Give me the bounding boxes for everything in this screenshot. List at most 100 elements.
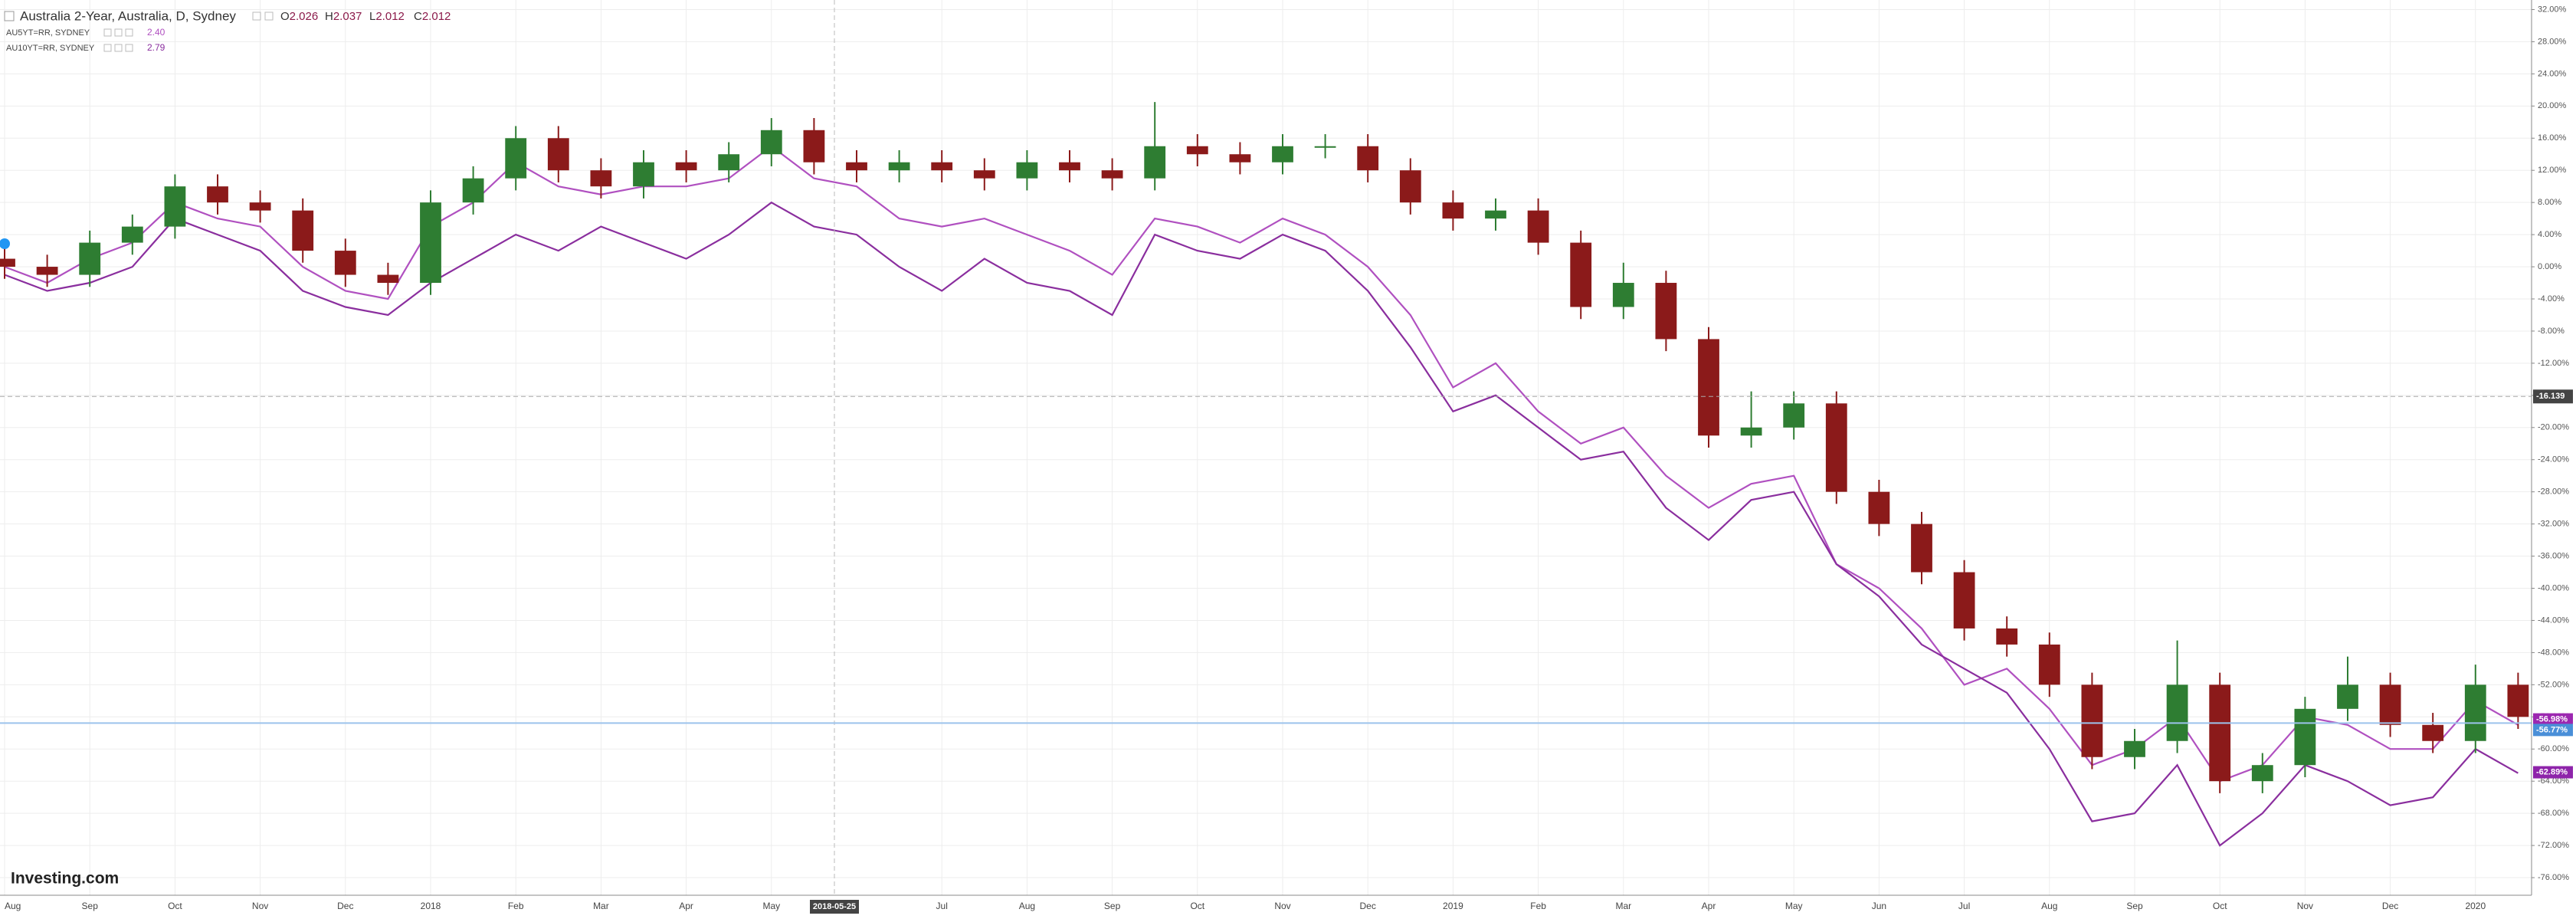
candle-body [2081,684,2103,757]
y-tick-label: -72.00% [2538,841,2569,850]
watermark: Investing.com [11,870,119,888]
legend-icon [125,28,133,37]
candle-body [2464,684,2486,741]
candle-body [1911,524,1932,573]
candle-body [675,162,697,171]
ohlc-legend: O2.026 H2.037 L2.012 C2.012 [280,10,451,23]
legend-icon [103,44,112,52]
x-tick-label: Sep [1104,901,1121,911]
price-label-box [2533,724,2573,737]
candle-body [1825,403,1847,492]
y-tick-label: 24.00% [2538,69,2567,78]
candle-body [931,162,953,171]
y-tick-label: 16.00% [2538,133,2567,143]
candle-body [420,202,441,284]
x-tick-label: Nov [1274,901,1290,911]
price-label: -56.98% [2536,714,2568,724]
crosshair-date-box [810,900,859,914]
price-label: -56.77% [2536,725,2568,734]
series-legend: AU5YT=RR, SYDNEY 2.40 AU10YT=RR, SYDNEY 2.7… [6,27,166,53]
x-tick-label: Jul [1958,901,1970,911]
x-tick-label: Dec [1360,901,1376,911]
candle-body [1527,210,1549,243]
series-value: 2.79 [147,42,166,53]
candle-body [207,186,228,203]
series-name: AU5YT=RR, SYDNEY [6,28,90,38]
candle-body [1655,283,1677,340]
line-series [4,201,2519,847]
candle-body [973,170,995,179]
y-tick-label: 20.00% [2538,101,2567,110]
x-tick-label: Dec [337,901,353,911]
legend-icon [103,28,112,37]
ohlc-value: 2.012 [375,10,405,23]
candle-body [1996,628,2018,645]
candle-body [1399,170,1421,203]
candle-body [1186,146,1208,155]
candle-body [1570,242,1592,307]
candle-body [2422,724,2444,741]
series-name: AU10YT=RR, SYDNEY [6,44,95,53]
candle-body [2251,765,2273,782]
ohlc-item: C2.012 [414,10,451,23]
y-tick-label: -36.00% [2538,551,2569,560]
x-tick-label: 2020 [2465,901,2486,911]
candle-body [1272,146,1293,162]
legend-icon [4,11,15,21]
candle-body [1442,202,1464,219]
y-tick-label: -64.00% [2538,776,2569,786]
candle-body [2209,684,2231,782]
series-value: 2.40 [147,27,166,38]
x-tick-label: Oct [168,901,182,911]
y-tick-label: -12.00% [2538,359,2569,368]
legend-icon [264,11,274,21]
x-tick-label: Apr [679,901,693,911]
candle-body [2124,740,2145,757]
legend-icon [114,44,123,52]
candle-body [1314,146,1336,148]
x-tick-label: Mar [1615,901,1631,911]
price-label: -62.89% [2536,767,2568,776]
ohlc-value: 2.026 [290,10,319,23]
candle-body [2038,644,2060,685]
crosshair-date: 2018-05-25 [813,902,856,911]
ohlc-item: O2.026 [280,10,318,23]
legend-title: Australia 2-Year, Australia, D, Sydney [20,8,236,23]
x-tick-label: Feb [508,901,524,911]
candle-body [1101,170,1123,179]
candle-body [1485,210,1506,219]
candle-body [718,154,740,171]
candle-body [760,130,782,155]
candle-body [462,178,484,203]
x-tick-label: Aug [1019,901,1035,911]
y-tick-label: 28.00% [2538,37,2567,46]
candle-body [846,162,867,171]
x-tick-label: Oct [2213,901,2227,911]
ohlc-item: H2.037 [325,10,362,23]
y-tick-label: 0.00% [2538,262,2561,271]
candle-body [505,138,527,179]
candle-body [1059,162,1080,171]
ohlc-label: L [369,10,375,23]
x-tick-label: 2018 [421,901,441,911]
ohlc-value: 2.037 [333,10,362,23]
candle-body [1783,403,1805,428]
ohlc-label: C [414,10,422,23]
candle-body [1740,427,1762,436]
candle-body [0,258,15,267]
candle-body [888,162,910,171]
y-tick-label: -60.00% [2538,744,2569,753]
x-tick-label: Feb [1530,901,1546,911]
ohlc-item: L2.012 [369,10,405,23]
candle-body [2379,684,2401,725]
legend-icon [114,28,123,37]
price-label-box [2533,713,2573,726]
crosshair-value: -16.139 [2536,392,2565,401]
crosshair-value-box [2533,389,2573,404]
marker-icon [0,238,10,249]
x-tick-label: 2019 [1443,901,1463,911]
y-tick-label: -24.00% [2538,455,2569,464]
candle-body [79,242,101,275]
candle-body [292,210,314,251]
